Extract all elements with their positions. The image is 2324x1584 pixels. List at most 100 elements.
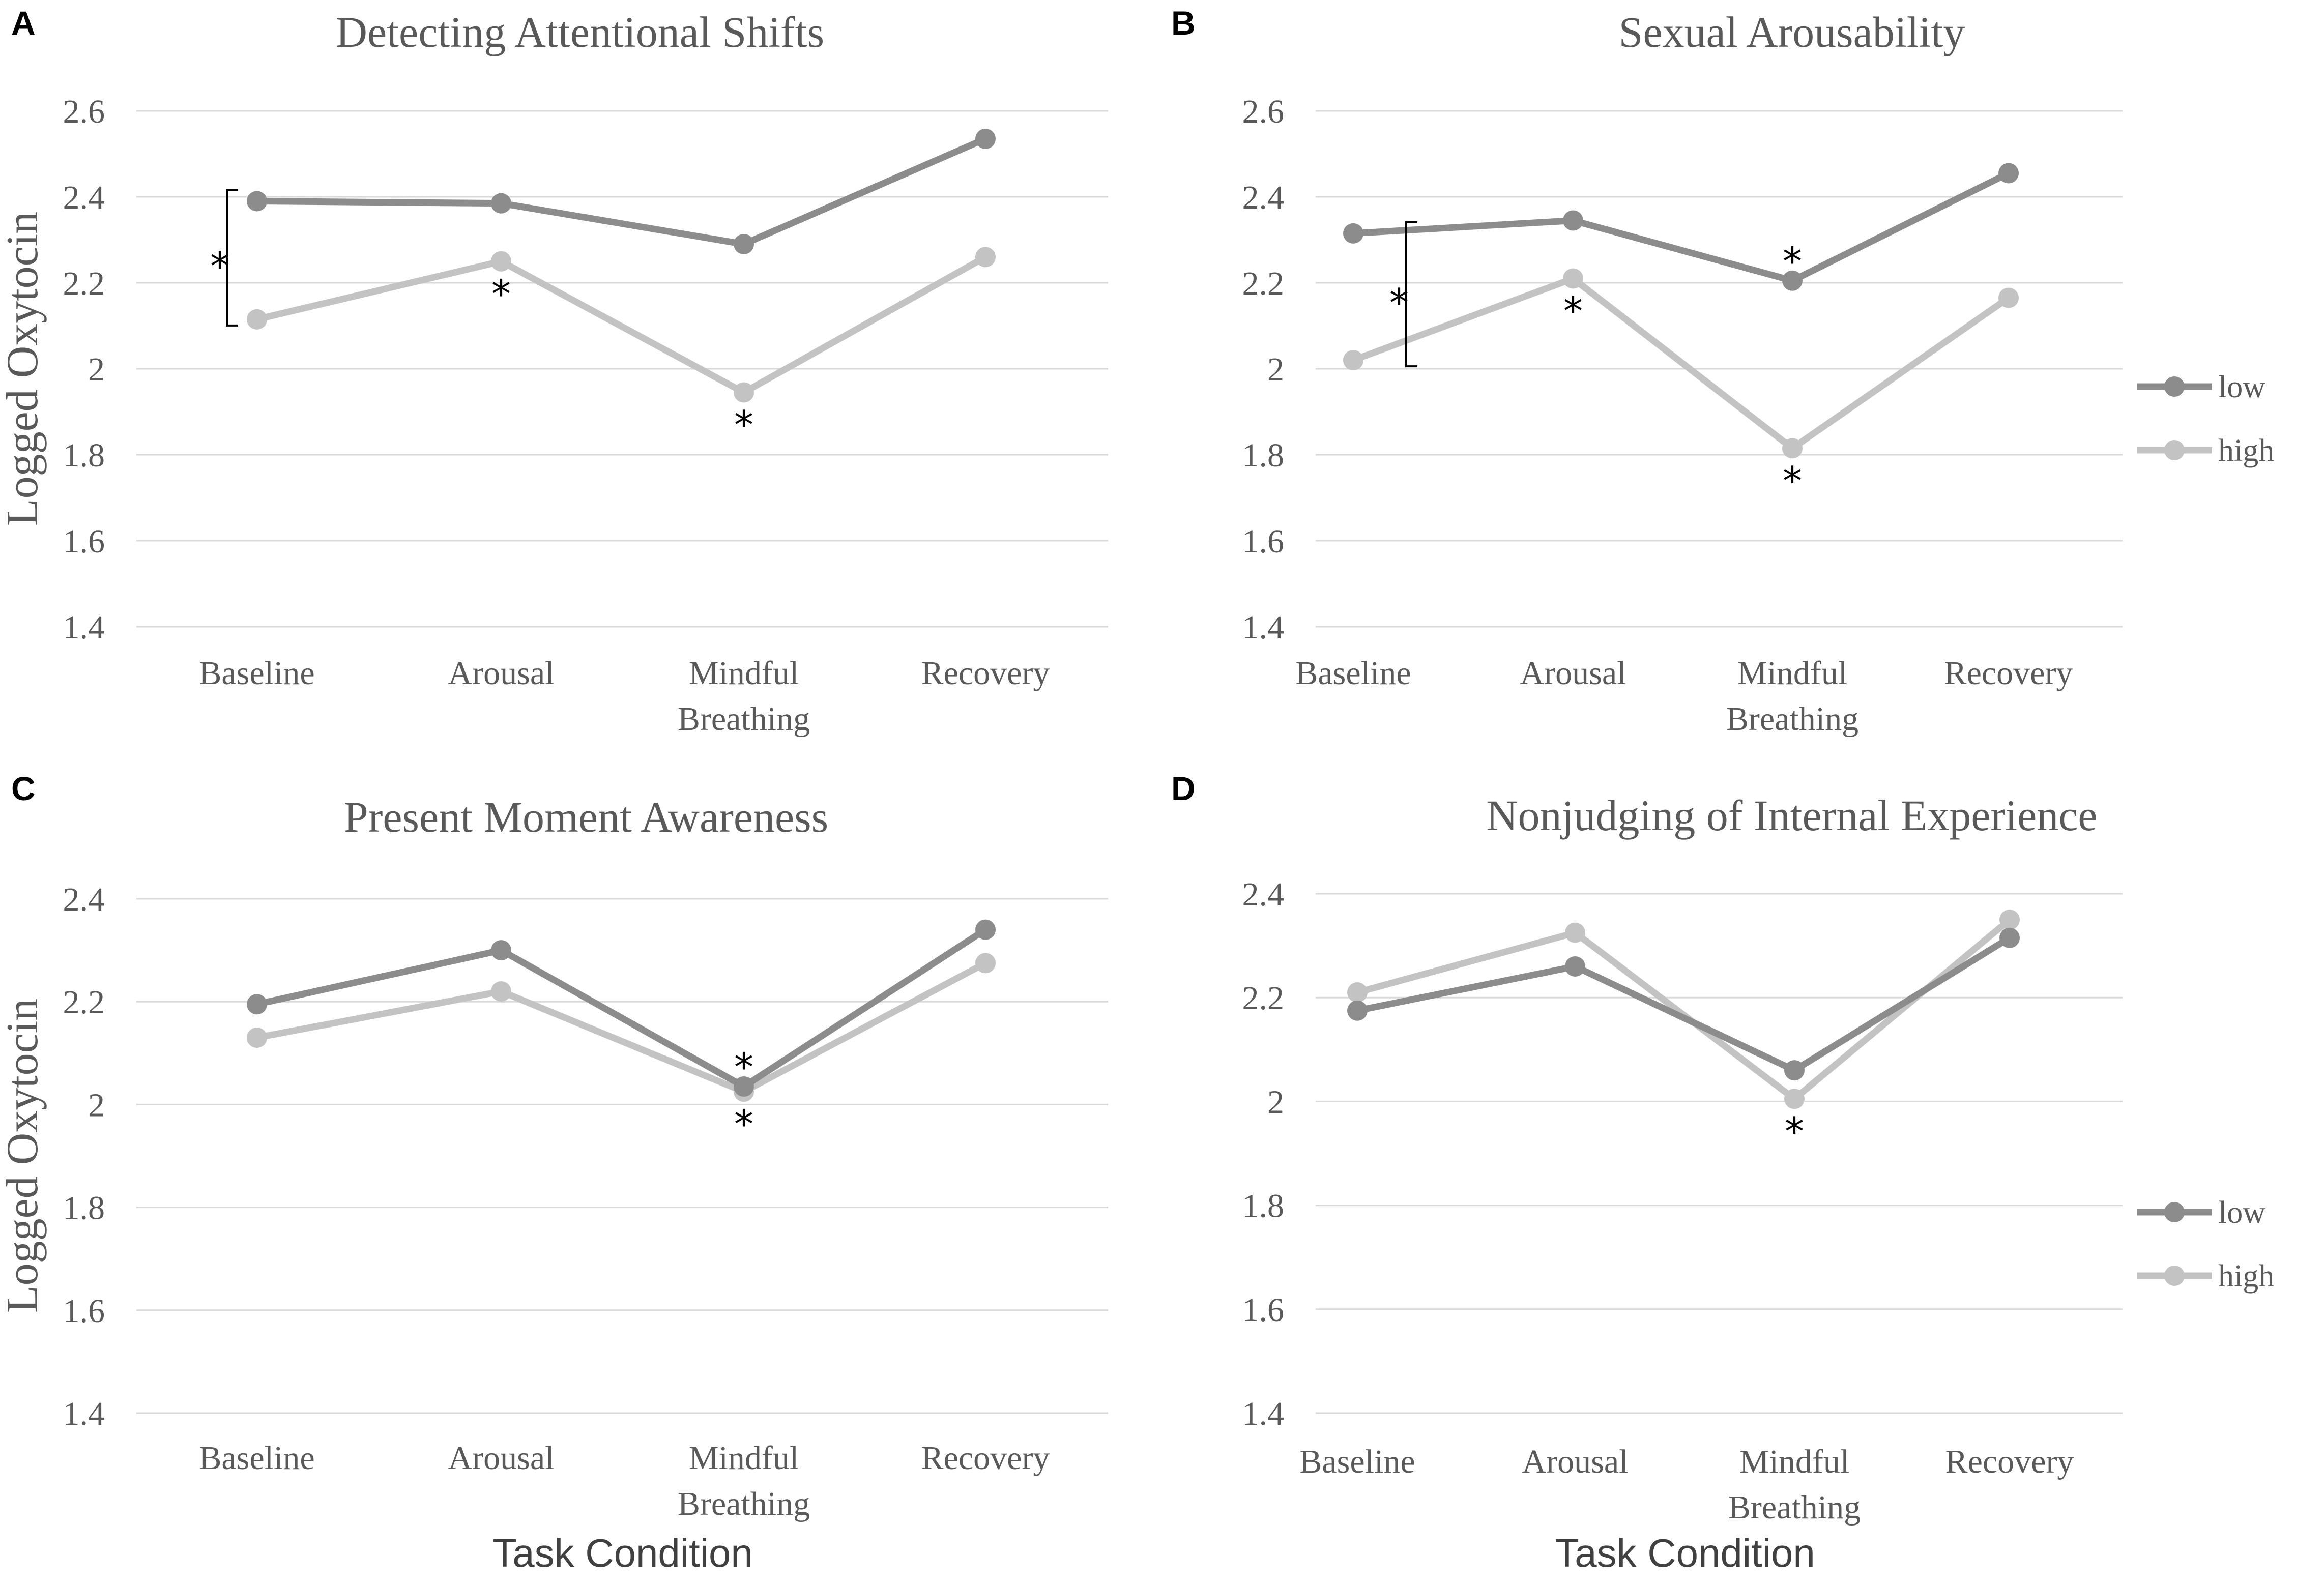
x-tick-label: Mindful Breathing (678, 1440, 810, 1522)
y-tick-label: 2 (88, 1087, 105, 1124)
point-low (1782, 270, 1803, 291)
point-low (247, 994, 267, 1015)
point-high (1784, 1089, 1805, 1109)
legend-label-low: low (2218, 370, 2265, 404)
x-tick-label: Baseline (199, 655, 314, 692)
x-tick-label: Baseline (1299, 1443, 1415, 1480)
y-tick-label: 2.2 (63, 984, 105, 1021)
x-tick-label: Mindful Breathing (678, 655, 810, 738)
point-low (1998, 163, 2019, 184)
panel-b: B Sexual Arousability 1.4 1.6 1.8 2 2.2 2.4 2.6 B… (1171, 4, 2123, 738)
y-tick-label: 2 (1267, 351, 1284, 388)
series-line-low (256, 927, 987, 1090)
chart-title: Detecting Attentional Shifts (336, 8, 824, 56)
y-tick-label: 1.4 (63, 609, 105, 646)
y-tick-label: 2.4 (63, 881, 105, 918)
y-tick-label: 2.2 (1242, 265, 1285, 302)
y-tick-label: 1.4 (1242, 1395, 1285, 1432)
point-high (1565, 922, 1585, 943)
series-line-high (256, 254, 987, 396)
y-tick-label: 2 (88, 351, 105, 388)
point-low (1563, 210, 1583, 231)
series-line-low (256, 135, 987, 248)
point-high (491, 251, 511, 272)
point-high (975, 953, 996, 974)
y-tick-label: 2.4 (63, 179, 105, 216)
significance-star: * (491, 271, 511, 316)
point-low (1347, 1000, 1368, 1021)
panel-c: C Present Moment Awareness 1.4 1.6 1.8 2 2.2 2.… (11, 770, 1108, 1522)
significance-star: * (734, 1044, 753, 1090)
significance-star: * (734, 1101, 753, 1147)
point-low (1565, 956, 1585, 977)
point-low (491, 940, 511, 961)
panel-letter: B (1171, 4, 1196, 42)
series-line-high (1356, 917, 2012, 1102)
significance-star: * (1783, 239, 1802, 284)
x-tick-label: Arousal (1520, 655, 1626, 692)
legend: low high (2137, 370, 2274, 468)
point-high (491, 981, 511, 1002)
y-tick-label: 1.6 (1242, 523, 1285, 560)
panel-a: A Detecting Attentional Shifts 1.4 1.6 1.8 2 2… (11, 4, 1108, 738)
y-tick-label: 2.2 (63, 265, 105, 302)
y-tick-label: 1.8 (1242, 1188, 1285, 1225)
x-tick-label: Recovery (921, 655, 1050, 692)
x-tick-label: Recovery (1945, 1443, 2074, 1480)
x-tick-label: Baseline (199, 1440, 314, 1477)
y-tick-label: 1.4 (63, 1395, 105, 1432)
point-high (734, 382, 754, 403)
significance-star: * (1563, 288, 1583, 334)
significance-star: * (1785, 1108, 1804, 1154)
point-high (975, 247, 996, 268)
point-high (1343, 350, 1363, 371)
y-tick-label: 1.6 (63, 523, 105, 560)
point-low (734, 233, 754, 254)
point-high (1782, 438, 1803, 459)
y-axis-label: Logged Oxytocin (0, 999, 47, 1313)
legend: low high (2137, 1195, 2274, 1294)
y-tick-label: 2.6 (1242, 93, 1285, 130)
y-tick-label: 1.8 (1242, 437, 1285, 474)
x-tick-label: Recovery (921, 1440, 1050, 1477)
x-axis-label: Task Condition (1555, 1531, 1815, 1575)
legend-label-high: high (2218, 1259, 2274, 1294)
point-high (1563, 268, 1583, 289)
significance-star: * (734, 402, 753, 447)
significance-star: * (210, 244, 229, 289)
point-high (1999, 910, 2020, 930)
x-axis-label: Task Condition (492, 1531, 753, 1575)
series-line-high (1352, 275, 2011, 452)
y-tick-label: 1.8 (63, 1190, 105, 1227)
legend-marker-high (2164, 440, 2185, 460)
y-tick-label: 2.4 (1242, 876, 1285, 913)
point-low (1999, 927, 2020, 948)
significance-star: * (1783, 458, 1802, 503)
significance-bracket (226, 189, 238, 327)
panel-d: D Nonjudging of Internal Experience 1.4 1.6… (1171, 770, 2123, 1526)
point-high (1347, 982, 1368, 1003)
x-tick-label: Arousal (448, 655, 555, 692)
y-axis-label: Logged Oxytocin (0, 212, 47, 526)
x-tick-label: Arousal (448, 1440, 555, 1477)
panel-letter: D (1171, 770, 1196, 807)
point-low (734, 1076, 754, 1097)
y-tick-label: 2.2 (1242, 980, 1285, 1017)
panel-letter: C (11, 770, 36, 807)
y-tick-label: 1.4 (1242, 609, 1285, 646)
x-tick-label: Recovery (1944, 655, 2073, 692)
chart-title: Present Moment Awareness (344, 793, 828, 841)
y-tick-label: 2 (1267, 1083, 1284, 1121)
x-tick-label: Arousal (1522, 1443, 1629, 1480)
point-low (975, 128, 996, 149)
point-low (491, 193, 511, 214)
x-tick-label: Mindful Breathing (1728, 1443, 1861, 1526)
legend-label-high: high (2218, 433, 2274, 468)
y-tick-label: 1.8 (63, 437, 105, 474)
legend-marker-high (2164, 1266, 2185, 1286)
y-tick-label: 1.6 (1242, 1292, 1285, 1329)
point-low (975, 919, 996, 940)
chart-title: Nonjudging of Internal Experience (1486, 791, 2097, 840)
point-low (1784, 1060, 1805, 1081)
